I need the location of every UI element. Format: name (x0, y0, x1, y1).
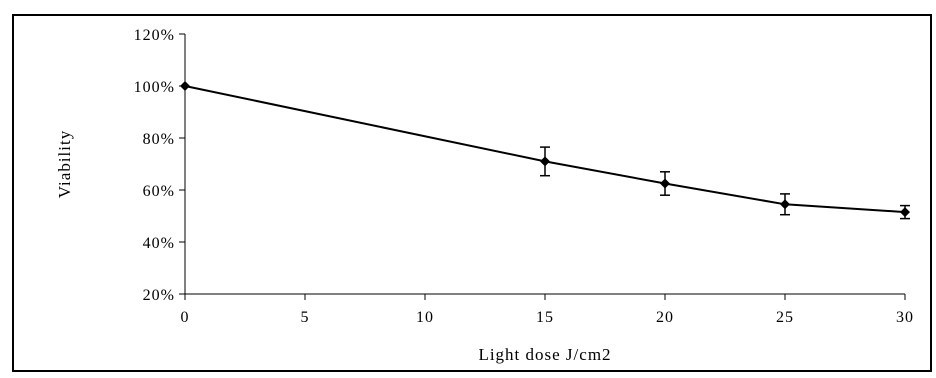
x-axis-title: Light dose J/cm2 (478, 345, 611, 364)
y-ticks: 20% 40% 60% 80% 100% 120% (134, 27, 185, 304)
data-point-marker (180, 81, 190, 91)
x-tick-label: 25 (776, 309, 794, 326)
y-tick-label: 20% (143, 287, 175, 304)
data-point-marker (660, 178, 670, 189)
x-tick-label: 20 (656, 309, 674, 326)
y-tick-label: 100% (134, 79, 175, 96)
x-tick-label: 0 (181, 309, 190, 326)
y-tick-label: 120% (134, 27, 175, 44)
x-tick-label: 5 (301, 309, 310, 326)
y-tick-label: 60% (143, 183, 175, 200)
y-tick-label: 40% (143, 235, 175, 252)
y-tick-label: 80% (143, 131, 175, 148)
series-group (180, 81, 910, 220)
x-tick-label: 30 (896, 309, 914, 326)
data-point-marker (900, 207, 910, 218)
data-point-marker (540, 156, 550, 167)
data-point-marker (780, 199, 790, 210)
chart-frame (12, 14, 932, 372)
y-axis-title: Viability (55, 130, 74, 198)
x-ticks: 0 5 10 15 20 25 30 (181, 294, 914, 326)
x-tick-label: 15 (536, 309, 554, 326)
x-tick-label: 10 (416, 309, 434, 326)
